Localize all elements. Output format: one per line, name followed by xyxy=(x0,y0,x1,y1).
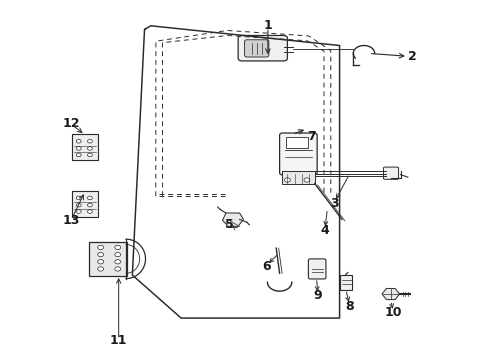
FancyBboxPatch shape xyxy=(279,133,317,175)
Circle shape xyxy=(304,178,309,182)
Text: 4: 4 xyxy=(320,224,328,237)
Circle shape xyxy=(76,196,81,200)
Text: 5: 5 xyxy=(225,218,234,231)
Text: 9: 9 xyxy=(313,289,321,302)
Circle shape xyxy=(98,260,103,264)
FancyBboxPatch shape xyxy=(308,259,325,279)
FancyBboxPatch shape xyxy=(286,137,307,148)
Circle shape xyxy=(115,260,121,264)
Circle shape xyxy=(87,147,92,150)
Text: 6: 6 xyxy=(262,260,270,273)
Circle shape xyxy=(98,245,103,249)
Text: 10: 10 xyxy=(384,306,401,319)
Text: 1: 1 xyxy=(263,19,272,32)
Circle shape xyxy=(115,245,121,249)
Circle shape xyxy=(87,203,92,207)
FancyBboxPatch shape xyxy=(72,134,98,160)
Circle shape xyxy=(115,252,121,257)
FancyBboxPatch shape xyxy=(339,275,351,290)
Text: 8: 8 xyxy=(345,300,353,313)
FancyBboxPatch shape xyxy=(244,40,268,57)
FancyBboxPatch shape xyxy=(281,171,315,184)
Circle shape xyxy=(115,267,121,271)
Circle shape xyxy=(76,203,81,207)
Text: 3: 3 xyxy=(330,197,338,210)
Polygon shape xyxy=(222,213,243,227)
Circle shape xyxy=(76,147,81,150)
Text: 12: 12 xyxy=(62,117,80,130)
FancyBboxPatch shape xyxy=(72,191,98,217)
Circle shape xyxy=(76,139,81,143)
Text: 11: 11 xyxy=(110,334,127,347)
Circle shape xyxy=(76,210,81,213)
FancyBboxPatch shape xyxy=(89,242,127,276)
Polygon shape xyxy=(381,288,399,300)
FancyBboxPatch shape xyxy=(238,36,287,61)
Circle shape xyxy=(284,178,290,182)
Text: 13: 13 xyxy=(62,214,80,227)
Circle shape xyxy=(87,210,92,213)
Circle shape xyxy=(98,267,103,271)
Circle shape xyxy=(98,252,103,257)
Text: 2: 2 xyxy=(407,50,416,63)
Text: 7: 7 xyxy=(307,130,316,144)
Circle shape xyxy=(87,139,92,143)
Circle shape xyxy=(87,153,92,157)
FancyBboxPatch shape xyxy=(383,167,398,179)
Circle shape xyxy=(87,196,92,200)
Circle shape xyxy=(76,153,81,157)
